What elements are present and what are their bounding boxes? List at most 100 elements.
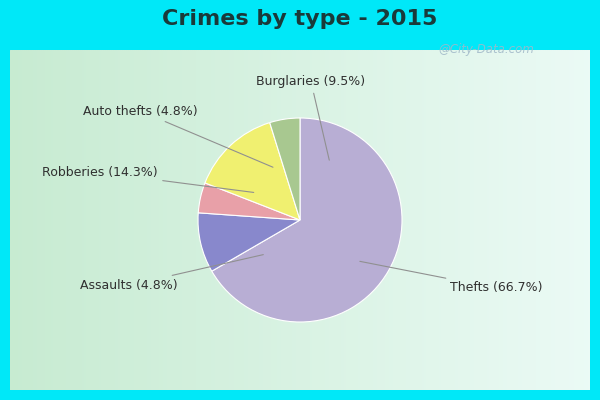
Bar — [321, 50, 323, 390]
Bar — [308, 50, 310, 390]
Bar — [430, 50, 431, 390]
Bar — [532, 50, 534, 390]
Bar — [316, 50, 317, 390]
Bar — [262, 50, 263, 390]
Bar — [182, 50, 184, 390]
Bar — [524, 50, 526, 390]
Bar — [462, 50, 464, 390]
Bar — [24, 50, 26, 390]
Bar — [240, 50, 242, 390]
Bar — [202, 50, 203, 390]
Bar — [371, 50, 373, 390]
Bar — [134, 50, 136, 390]
Bar — [406, 50, 408, 390]
Bar — [223, 50, 224, 390]
Bar — [232, 50, 235, 390]
Bar — [97, 50, 99, 390]
Bar — [217, 50, 219, 390]
Bar — [167, 50, 169, 390]
Bar — [229, 50, 230, 390]
Bar — [155, 50, 157, 390]
Bar — [151, 50, 153, 390]
Bar — [188, 50, 190, 390]
Bar — [468, 50, 470, 390]
Bar — [576, 50, 578, 390]
Bar — [148, 50, 149, 390]
Bar — [304, 50, 306, 390]
Bar — [68, 50, 70, 390]
Bar — [72, 50, 74, 390]
Bar — [466, 50, 468, 390]
Bar — [474, 50, 476, 390]
Bar — [464, 50, 466, 390]
Bar — [197, 50, 200, 390]
Bar — [227, 50, 229, 390]
Bar — [476, 50, 478, 390]
Bar — [391, 50, 393, 390]
Bar — [169, 50, 170, 390]
Bar — [484, 50, 485, 390]
Bar — [414, 50, 416, 390]
Bar — [547, 50, 549, 390]
Bar — [194, 50, 196, 390]
Bar — [346, 50, 348, 390]
Bar — [584, 50, 586, 390]
Bar — [323, 50, 325, 390]
Bar — [283, 50, 284, 390]
Bar — [298, 50, 300, 390]
Bar — [544, 50, 545, 390]
Bar — [403, 50, 404, 390]
Bar — [221, 50, 223, 390]
Bar — [109, 50, 110, 390]
Bar — [447, 50, 449, 390]
Bar — [45, 50, 47, 390]
Bar — [503, 50, 505, 390]
Bar — [350, 50, 352, 390]
Wedge shape — [270, 118, 300, 220]
Bar — [275, 50, 277, 390]
Bar — [428, 50, 430, 390]
Bar — [478, 50, 479, 390]
Bar — [514, 50, 517, 390]
Bar — [207, 50, 209, 390]
Text: Burglaries (9.5%): Burglaries (9.5%) — [256, 75, 365, 160]
Bar — [132, 50, 134, 390]
Bar — [55, 50, 56, 390]
Bar — [451, 50, 452, 390]
Bar — [352, 50, 354, 390]
Wedge shape — [212, 118, 402, 322]
Bar — [520, 50, 522, 390]
Bar — [319, 50, 321, 390]
Bar — [121, 50, 122, 390]
Bar — [124, 50, 126, 390]
Bar — [138, 50, 140, 390]
Bar — [248, 50, 250, 390]
Bar — [178, 50, 180, 390]
Bar — [107, 50, 109, 390]
Bar — [58, 50, 61, 390]
Bar — [203, 50, 205, 390]
Bar — [263, 50, 265, 390]
Bar — [26, 50, 28, 390]
Bar — [578, 50, 580, 390]
Bar — [12, 50, 14, 390]
Bar — [580, 50, 582, 390]
Text: Auto thefts (4.8%): Auto thefts (4.8%) — [83, 105, 273, 167]
Bar — [159, 50, 161, 390]
Bar — [246, 50, 248, 390]
Bar — [420, 50, 422, 390]
Bar — [142, 50, 143, 390]
Bar — [569, 50, 571, 390]
Bar — [557, 50, 559, 390]
Bar — [493, 50, 495, 390]
Bar — [482, 50, 484, 390]
Bar — [433, 50, 435, 390]
Text: Thefts (66.7%): Thefts (66.7%) — [360, 261, 542, 294]
Bar — [136, 50, 138, 390]
Bar — [145, 50, 148, 390]
Bar — [116, 50, 118, 390]
Bar — [398, 50, 400, 390]
Bar — [74, 50, 76, 390]
Bar — [211, 50, 213, 390]
Text: Assaults (4.8%): Assaults (4.8%) — [80, 255, 263, 292]
